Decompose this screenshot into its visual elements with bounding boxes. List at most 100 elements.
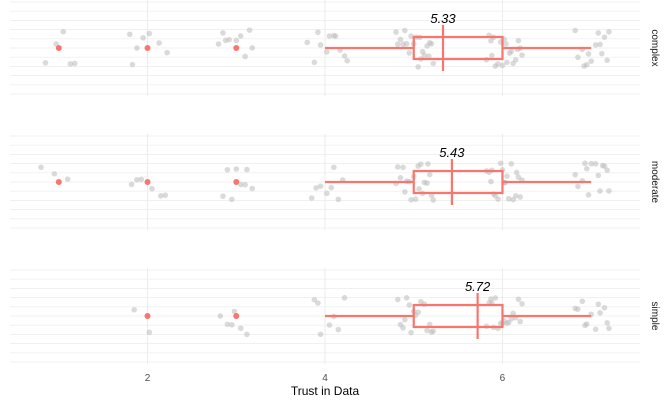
jitter-point (315, 300, 321, 306)
jitter-point (400, 325, 406, 331)
jitter-point (311, 296, 318, 303)
jitter-point (51, 171, 58, 177)
jitter-point (229, 321, 235, 328)
jitter-point (588, 58, 594, 64)
facet-strip-label: simple (649, 302, 660, 331)
jitter-point (341, 295, 348, 301)
jitter-point (242, 53, 248, 60)
jitter-point (246, 27, 253, 33)
jitter-point (335, 326, 342, 333)
jitter-point (510, 310, 516, 317)
jitter-point (499, 62, 506, 69)
jitter-point (71, 60, 78, 67)
jitter-point (146, 329, 153, 336)
box-iqr (412, 35, 504, 61)
jitter-point (222, 37, 229, 44)
jitter-point (242, 181, 248, 188)
jitter-point (604, 167, 610, 173)
jitter-point (134, 45, 140, 51)
jitter-point (138, 176, 145, 183)
jitter-point (394, 41, 401, 48)
jitter-point (488, 296, 494, 302)
jitter-point (231, 308, 238, 315)
jitter-point (519, 301, 525, 307)
jitter-point (156, 40, 162, 46)
jitter-point (415, 64, 421, 70)
jitter-point (233, 166, 240, 172)
jitter-point (606, 188, 612, 194)
jitter-point (519, 52, 525, 58)
jitter-point (415, 309, 421, 316)
jitter-point (601, 34, 608, 40)
jitter-point (237, 33, 244, 39)
jitter-point (42, 59, 49, 66)
jitter-point (406, 50, 413, 56)
jitter-point (408, 329, 414, 336)
jitter-point (426, 171, 433, 178)
jitter-point (416, 186, 422, 192)
jitter-point (220, 193, 226, 199)
facet-strip-label: moderate (649, 161, 660, 204)
jitter-point (503, 41, 509, 47)
jitter-point (426, 53, 432, 60)
jitter-point (323, 190, 330, 197)
jitter-point (582, 322, 588, 329)
outlier-point (55, 179, 62, 185)
outlier-point (233, 313, 240, 319)
x-tick-label: 4 (322, 373, 328, 384)
jitter-point (244, 166, 250, 173)
jitter-point (224, 166, 231, 173)
jitter-point (164, 49, 170, 56)
outlier-point (144, 179, 151, 185)
jitter-point (599, 162, 606, 169)
jitter-point (317, 42, 324, 48)
jitter-point (575, 183, 581, 190)
outlier-point (55, 45, 62, 51)
facet-panel-moderate: 5.43 moderate (10, 134, 660, 230)
jitter-point (508, 316, 515, 322)
jitter-point (606, 29, 612, 35)
jitter-point (412, 196, 419, 202)
jitter-point (572, 171, 579, 178)
jitter-point (489, 52, 495, 59)
jitter-point (597, 41, 603, 48)
jitter-point (599, 50, 605, 57)
jitter-point (492, 295, 499, 301)
x-tick-label: 6 (500, 373, 506, 384)
jitter-point (595, 301, 602, 307)
outlier-point (144, 45, 151, 51)
jitter-point (585, 51, 592, 57)
jitter-point (229, 196, 235, 203)
jitter-point (583, 165, 590, 172)
jitter-point (504, 173, 510, 179)
jitter-point (397, 174, 404, 181)
jitter-point (430, 328, 437, 334)
jitter-point (402, 27, 408, 34)
outlier-point (233, 179, 240, 185)
jitter-point (592, 326, 599, 333)
jitter-point (129, 61, 136, 68)
jitter-point (421, 52, 428, 59)
jitter-point (126, 31, 133, 38)
jitter-point (424, 180, 430, 186)
jitter-point (400, 164, 406, 171)
jitter-point (237, 181, 244, 188)
jitter-point (488, 37, 494, 44)
jitter-point (341, 53, 348, 59)
jitter-point (393, 29, 399, 35)
jitter-point (428, 40, 435, 47)
jitter-point (510, 60, 516, 67)
x-tick-label: 2 (145, 373, 151, 384)
jitter-point (497, 160, 504, 167)
jitter-point (335, 196, 342, 203)
jitter-point (597, 310, 603, 316)
jitter-point (424, 327, 430, 334)
jitter-point (517, 194, 524, 200)
jitter-point (425, 161, 431, 167)
jitter-point (592, 160, 599, 167)
jitter-point (512, 193, 519, 199)
jitter-point (308, 195, 315, 201)
facet-panel-complex: 5.33 complex (10, 0, 660, 96)
box-iqr (412, 303, 504, 329)
